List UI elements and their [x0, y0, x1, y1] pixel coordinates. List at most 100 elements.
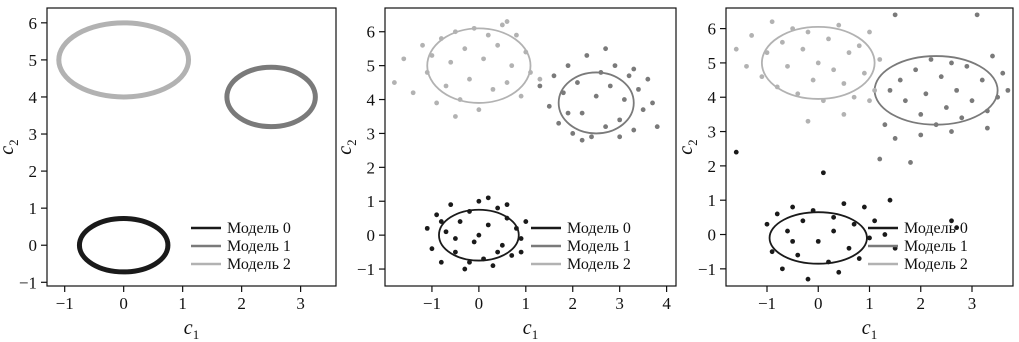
series-ellipse	[224, 64, 318, 130]
legend-label: Модель 0	[227, 220, 291, 237]
data-point	[959, 115, 965, 121]
data-point	[1005, 87, 1011, 93]
data-point	[913, 67, 919, 73]
data-point	[764, 221, 770, 227]
data-point	[518, 236, 524, 241]
data-point	[607, 83, 613, 89]
data-point	[928, 57, 934, 62]
x-tick-label: −1	[423, 294, 441, 313]
data-point	[471, 239, 477, 245]
data-point	[733, 149, 739, 155]
data-point	[485, 195, 491, 201]
data-point	[790, 204, 796, 210]
data-point	[438, 36, 444, 41]
data-point	[872, 218, 878, 224]
series-2	[733, 19, 883, 124]
data-point	[476, 198, 482, 204]
y-tick-label: 3	[29, 125, 38, 144]
data-point	[453, 29, 458, 35]
data-point	[856, 256, 862, 261]
data-point	[434, 100, 440, 106]
data-point	[481, 256, 486, 262]
data-point	[565, 110, 571, 116]
data-point	[918, 111, 924, 117]
data-point	[523, 219, 529, 224]
data-point	[774, 211, 780, 217]
y-axis-label: c2	[334, 139, 359, 154]
data-point	[495, 205, 501, 211]
data-point	[805, 118, 811, 124]
data-point	[434, 212, 440, 218]
data-point	[918, 132, 924, 138]
data-point	[841, 81, 847, 86]
data-point	[424, 70, 430, 75]
data-point	[499, 242, 505, 248]
data-point	[908, 160, 913, 165]
data-point	[640, 107, 646, 113]
data-point	[560, 90, 566, 96]
x-axis-label: c1	[862, 317, 877, 342]
x-tick-label: 1	[865, 294, 874, 313]
data-point	[429, 53, 435, 58]
series-2	[56, 20, 192, 100]
data-point	[769, 19, 775, 25]
data-point	[867, 29, 872, 35]
data-point	[514, 225, 519, 231]
data-point	[509, 253, 515, 258]
data-point	[933, 122, 939, 128]
data-point	[481, 56, 486, 62]
x-axis-label: c1	[523, 317, 538, 342]
data-point	[872, 87, 878, 93]
data-point	[589, 134, 594, 140]
data-point	[795, 91, 801, 97]
data-point	[636, 86, 641, 92]
x-tick-label: 3	[296, 294, 305, 313]
data-point	[749, 33, 755, 38]
y-tick-label: 5	[367, 57, 376, 76]
data-point	[457, 219, 463, 224]
data-point	[949, 60, 954, 66]
data-point	[800, 218, 806, 224]
data-point	[831, 67, 837, 73]
series-2	[391, 19, 543, 119]
series-ellipse	[438, 208, 520, 262]
y-tick-label: 5	[708, 54, 717, 73]
data-point	[938, 74, 944, 80]
data-point	[846, 245, 852, 251]
series-ellipse	[557, 71, 635, 135]
data-point	[509, 63, 515, 69]
data-point	[650, 100, 655, 106]
series-ellipse	[426, 27, 532, 104]
data-point	[851, 221, 857, 227]
data-point	[805, 276, 811, 282]
x-tick-label: −1	[758, 294, 776, 313]
data-point	[504, 215, 510, 221]
data-point	[882, 122, 888, 128]
data-point	[471, 25, 477, 31]
data-point	[954, 87, 960, 93]
data-point	[626, 73, 632, 79]
x-tick-label: 0	[475, 294, 484, 313]
data-point	[790, 238, 796, 244]
data-point	[892, 12, 898, 18]
data-point	[831, 228, 837, 234]
legend-label: Модель 0	[904, 220, 968, 237]
data-point	[733, 46, 739, 52]
data-point	[867, 98, 872, 104]
data-point	[438, 259, 444, 265]
data-point	[923, 91, 929, 97]
data-point	[528, 70, 533, 75]
data-point	[467, 259, 472, 265]
y-tick-label: −1	[19, 273, 37, 292]
data-point	[603, 46, 608, 52]
series-0	[733, 149, 960, 282]
series-0	[424, 195, 529, 272]
data-point	[438, 219, 444, 224]
data-point	[617, 134, 623, 140]
y-tick-label: 0	[367, 226, 376, 245]
data-point	[764, 50, 770, 56]
